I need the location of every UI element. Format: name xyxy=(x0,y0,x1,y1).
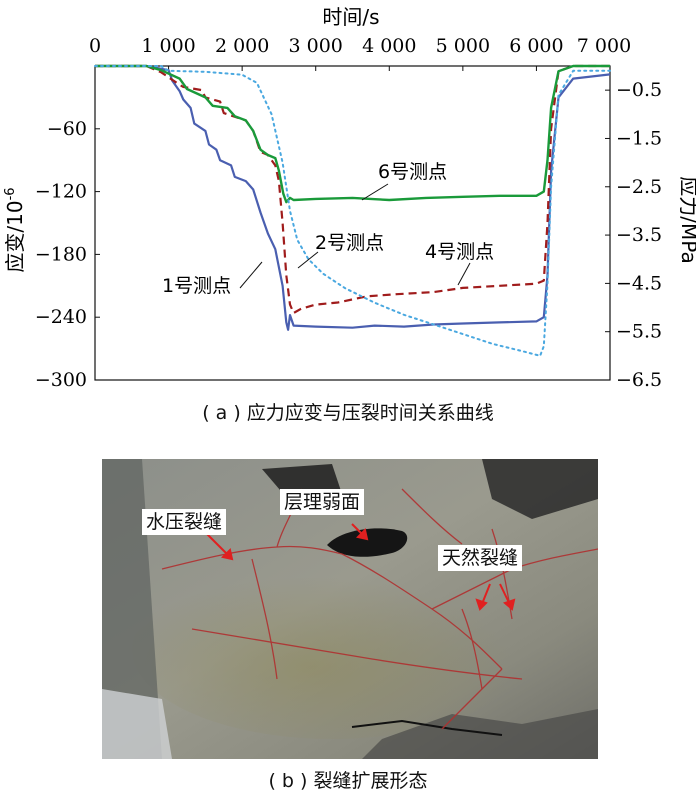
label-bedding-plane: 层理弱面 xyxy=(280,489,365,515)
y-right-tick-label: −3.5 xyxy=(616,224,662,246)
left-y-axis-label-text: 应变/10 xyxy=(3,200,27,272)
series-point-6 xyxy=(95,64,610,204)
y-right-tick-label: −2.5 xyxy=(616,176,662,198)
plot-border xyxy=(94,65,611,381)
plot-frame xyxy=(94,65,611,381)
y-left-tick-label: −300 xyxy=(35,369,87,391)
svg-text:应变/10-6: 应变/10-6 xyxy=(3,187,27,272)
y-right-tick-label: −4.5 xyxy=(616,272,662,294)
y-right-tick-label: −5.5 xyxy=(616,321,662,343)
y-right-tick-label: −1.5 xyxy=(616,127,662,149)
fracture-photo: 水压裂缝 层理弱面 天然裂缝 xyxy=(102,459,598,759)
leader-point-6 xyxy=(361,183,389,201)
left-y-axis-label-exponent: -6 xyxy=(3,187,18,200)
x-axis: 0 1 000 2 000 3 000 4 000 5 000 6 000 7 000 xyxy=(89,35,631,71)
x-axis-label: 时间/s xyxy=(322,5,379,29)
y-left-tick-label: −60 xyxy=(47,118,87,140)
caption-a: ( a ) 应力应变与压裂时间关系曲线 xyxy=(202,402,494,424)
leader-point-2 xyxy=(297,251,319,269)
label-hydraulic-fracture: 水压裂缝 xyxy=(142,509,227,535)
right-y-axis: −0.5 −1.5 −2.5 −3.5 −4.5 −5.5 −6.5 xyxy=(605,79,662,391)
label-natural-fracture: 天然裂缝 xyxy=(438,545,523,571)
annotation-point-1: 1号测点 xyxy=(162,275,231,297)
y-left-tick-label: −120 xyxy=(35,181,87,203)
y-right-tick-label: −6.5 xyxy=(616,369,662,391)
series-stress xyxy=(94,65,611,357)
left-y-axis-label: 应变/10-6 xyxy=(3,187,27,272)
y-left-tick-label: −240 xyxy=(35,306,87,328)
x-tick-label: 5 000 xyxy=(436,35,490,57)
series-point-1 xyxy=(95,64,611,331)
x-tick-label: 1 000 xyxy=(141,35,195,57)
x-tick-label: 2 000 xyxy=(215,35,269,57)
annotations: 6号测点 2号测点 4号测点 1号测点 xyxy=(162,161,494,297)
right-y-axis-label: 应力/MPa xyxy=(677,176,696,263)
right-y-axis-label-text: 应力/MPa xyxy=(677,176,696,263)
annotation-point-4: 4号测点 xyxy=(425,241,494,263)
x-tick-label: 7 000 xyxy=(577,35,631,57)
caption-b: ( b ) 裂缝扩展形态 xyxy=(268,770,428,792)
y-left-tick-label: −180 xyxy=(35,243,87,265)
label-arrows xyxy=(206,523,516,611)
x-tick-label: 6 000 xyxy=(509,35,563,57)
leader-point-1 xyxy=(239,261,263,289)
series-point-2 xyxy=(95,64,610,315)
series-group xyxy=(94,64,611,357)
x-tick-label: 3 000 xyxy=(289,35,343,57)
leader-point-4 xyxy=(457,262,471,286)
x-tick-label: 0 xyxy=(89,35,101,57)
left-y-axis: −60 −120 −180 −240 −300 xyxy=(35,118,100,391)
y-right-tick-label: −0.5 xyxy=(616,79,662,101)
stress-strain-chart: 0 1 000 2 000 3 000 4 000 5 000 6 000 7 000 −60… xyxy=(3,5,696,391)
annotation-point-6: 6号测点 xyxy=(378,161,447,183)
x-tick-label: 4 000 xyxy=(362,35,416,57)
annotation-point-2: 2号测点 xyxy=(315,232,384,254)
